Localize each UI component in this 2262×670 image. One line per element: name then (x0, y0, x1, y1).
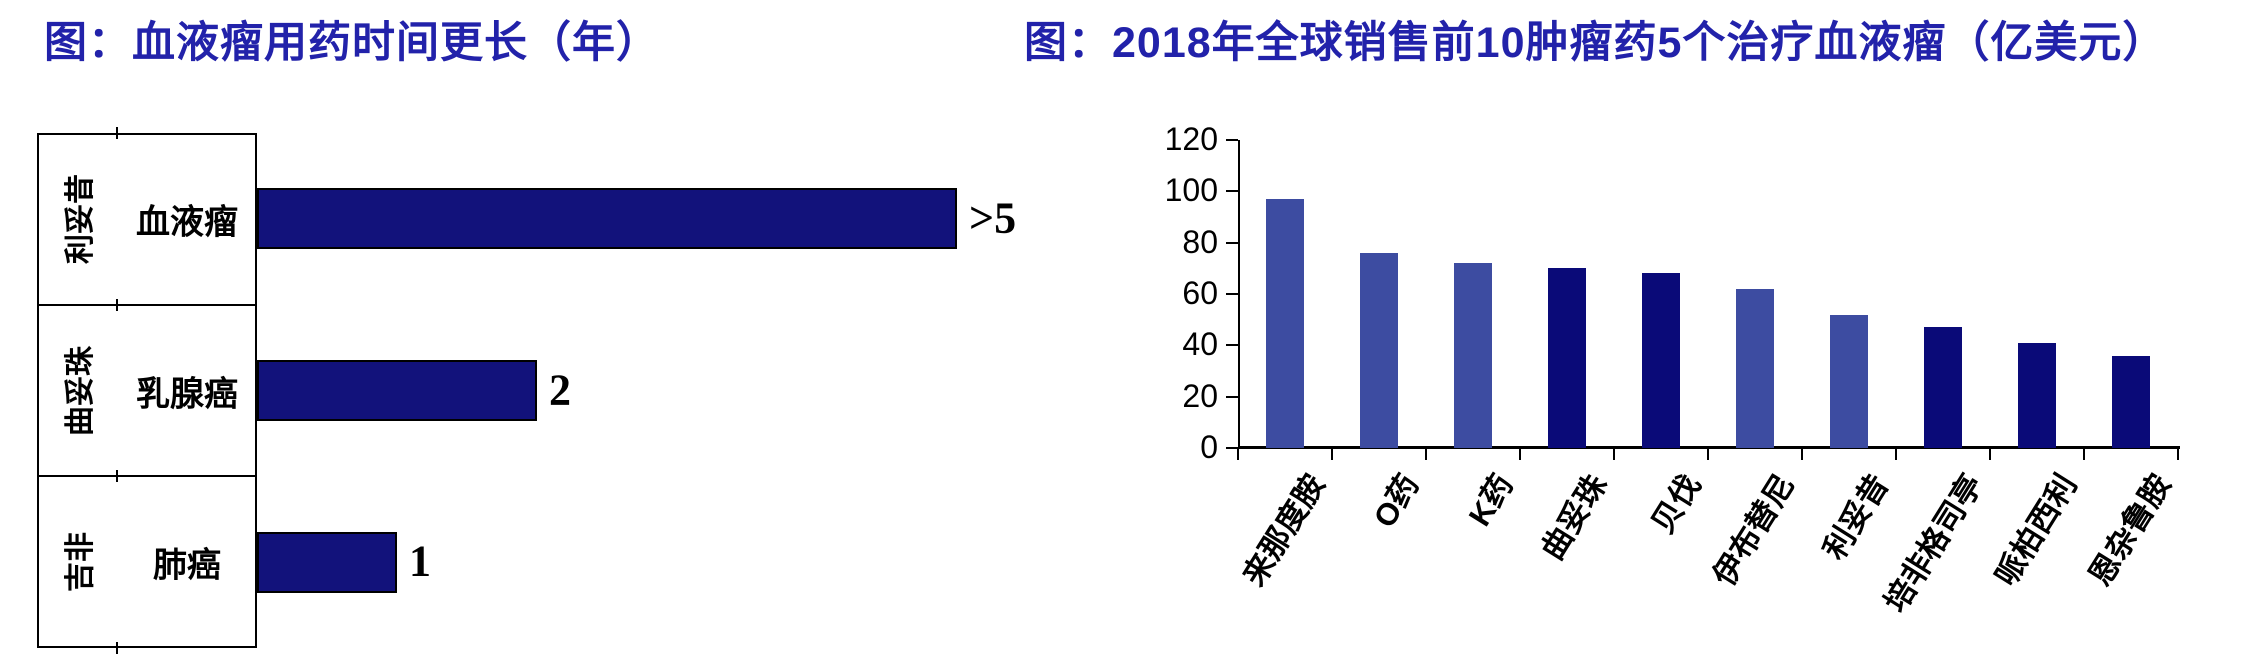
y-axis-line (1238, 140, 1240, 448)
y-axis-tick-label: 100 (1164, 172, 1218, 209)
x-axis-tick (2177, 448, 2179, 460)
x-category-label: O药 (1366, 468, 1426, 534)
x-axis-tick (1895, 448, 1897, 460)
y-axis-tick (1226, 293, 1238, 295)
bar-伊布替尼 (1736, 288, 1774, 448)
x-axis-tick (1613, 448, 1615, 460)
category-axis-tick (116, 127, 118, 139)
x-category-label: 利妥昔 (1816, 468, 1896, 566)
y-axis-tick-label: 20 (1182, 377, 1218, 414)
bar-K药 (1454, 263, 1492, 448)
y-axis-tick-label: 60 (1182, 275, 1218, 311)
bar-血液瘤 (257, 188, 957, 250)
bar-利妥昔 (1830, 314, 1868, 448)
x-category-label: 伊布替尼 (1706, 468, 1802, 592)
x-category-label: 哌柏西利 (1988, 468, 2084, 592)
x-axis-tick (1519, 448, 1521, 460)
bar-曲妥珠 (1548, 268, 1586, 448)
row-divider (37, 303, 257, 306)
bar-培非格司亭 (1924, 327, 1962, 448)
bar-贝伐 (1642, 273, 1680, 448)
bar-来那度胺 (1266, 199, 1304, 448)
category-axis-box (37, 133, 257, 648)
x-axis-tick (1801, 448, 1803, 460)
bar-value-label: 2 (549, 364, 571, 414)
x-category-label: 曲妥珠 (1534, 468, 1614, 566)
right-chart-title: 图：2018年全球销售前10肿瘤药5个治疗血液瘤（亿美元） (1024, 19, 2167, 67)
bar-乳腺癌 (257, 360, 537, 421)
y-axis-tick (1226, 395, 1238, 398)
x-axis-tick (1331, 448, 1333, 460)
y-axis-tick (1226, 447, 1238, 449)
indication-label: 乳腺癌 (136, 375, 238, 413)
x-category-label: 来那度胺 (1236, 468, 1332, 592)
bar-肺癌 (257, 531, 397, 593)
bar-value-label: >5 (969, 193, 1017, 243)
x-axis-tick (1707, 448, 1709, 460)
y-axis-tick-label: 0 (1200, 429, 1218, 465)
category-axis-tick (116, 642, 118, 654)
indication-label: 肺癌 (153, 546, 221, 585)
y-axis-tick (1226, 139, 1238, 141)
bar-value-label: 1 (409, 536, 431, 586)
x-axis-tick (2083, 448, 2085, 460)
y-axis-tick (1226, 344, 1238, 347)
y-axis-tick-label: 40 (1182, 326, 1218, 363)
bar-O药 (1360, 252, 1398, 448)
x-category-label: K药 (1461, 468, 1520, 533)
y-axis-tick (1226, 190, 1238, 193)
x-axis-tick (1425, 448, 1427, 460)
x-category-label: 恩杂鲁胺 (2082, 468, 2178, 592)
y-axis-tick-label: 120 (1164, 121, 1218, 157)
y-axis-tick-label: 80 (1182, 223, 1218, 260)
bar-恩杂鲁胺 (2112, 355, 2150, 448)
x-category-label: 贝伐 (1644, 468, 1708, 540)
left-chart-title: 图：血液瘤用药时间更长（年） (44, 19, 660, 67)
indication-label: 血液瘤 (136, 203, 238, 242)
y-axis-tick (1226, 241, 1238, 244)
x-axis-tick (1989, 448, 1991, 460)
row-divider (37, 475, 257, 478)
x-axis-tick (1237, 448, 1239, 460)
x-axis-line (1238, 446, 2180, 449)
bar-哌柏西利 (2018, 342, 2056, 448)
